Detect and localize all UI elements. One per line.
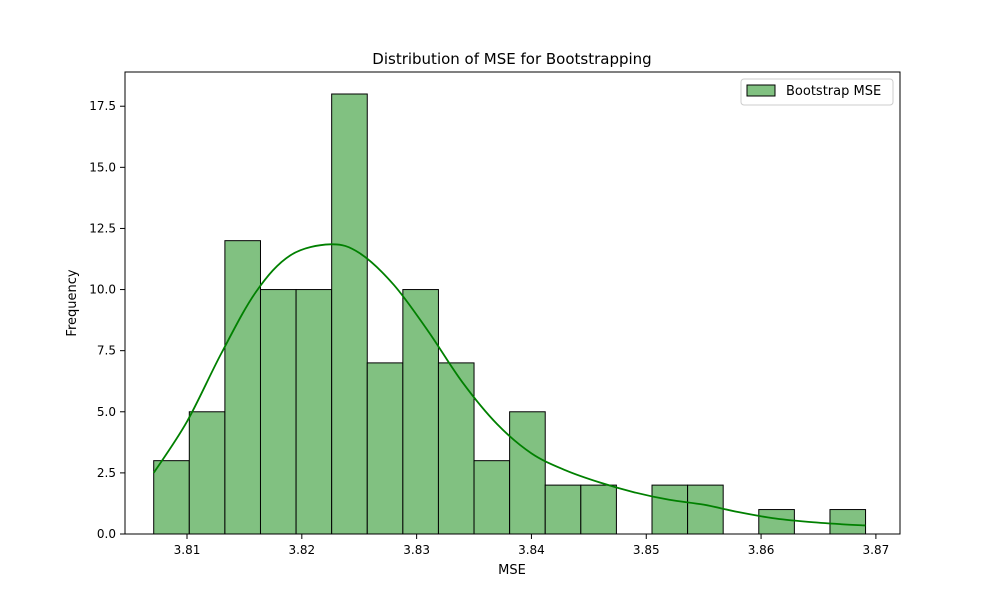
histogram-bar [544, 484, 582, 535]
bars-group [153, 93, 867, 535]
histogram-bar [687, 484, 724, 535]
x-tick-label: 3.87 [863, 543, 890, 557]
x-tick-label: 3.85 [633, 543, 660, 557]
x-tick-label: 3.83 [403, 543, 430, 557]
legend-label: Bootstrap MSE [786, 84, 881, 99]
histogram-bar [259, 289, 297, 535]
y-tick-label: 15.0 [89, 160, 116, 174]
y-tick-label: 10.0 [89, 283, 116, 297]
legend-box [740, 78, 894, 106]
y-tick-label: 7.5 [97, 344, 116, 358]
histogram-bar [829, 509, 867, 535]
y-tick-label: 2.5 [97, 466, 116, 480]
y-axis: 0.0 2.5 5.0 7.5 10.0 12.5 15.0 17.5 [89, 99, 125, 541]
histogram-bar [437, 362, 475, 535]
histogram-bar [188, 411, 226, 535]
kde-line [152, 243, 866, 527]
histogram-bar [758, 509, 795, 535]
legend: Bootstrap MSE [740, 78, 894, 106]
chart-title: Distribution of MSE for Bootstrapping [372, 50, 651, 68]
x-tick-label: 3.84 [518, 543, 545, 557]
x-tick-label: 3.82 [288, 543, 315, 557]
histogram-bar [295, 289, 333, 535]
histogram-bar [366, 362, 404, 535]
x-axis: 3.81 3.82 3.83 3.84 3.85 3.86 3.87 [174, 534, 890, 557]
plot-frame [124, 71, 901, 535]
y-tick-label: 5.0 [97, 405, 116, 419]
histogram-bar [224, 240, 261, 535]
x-tick-label: 3.86 [748, 543, 775, 557]
histogram-bar [153, 460, 190, 535]
x-axis-label: MSE [498, 563, 526, 578]
histogram-bar [331, 93, 368, 535]
y-tick-label: 17.5 [89, 99, 116, 113]
y-tick-label: 0.0 [97, 527, 116, 541]
histogram-bar [509, 411, 546, 535]
histogram-bar [580, 484, 617, 535]
legend-swatch [746, 84, 776, 97]
histogram-bar [473, 460, 511, 535]
histogram-bar [651, 484, 689, 535]
y-tick-label: 12.5 [89, 221, 116, 235]
histogram-bar [402, 289, 439, 535]
kde-group [152, 243, 866, 527]
x-tick-label: 3.81 [174, 543, 201, 557]
y-axis-label: Frequency [65, 269, 80, 336]
